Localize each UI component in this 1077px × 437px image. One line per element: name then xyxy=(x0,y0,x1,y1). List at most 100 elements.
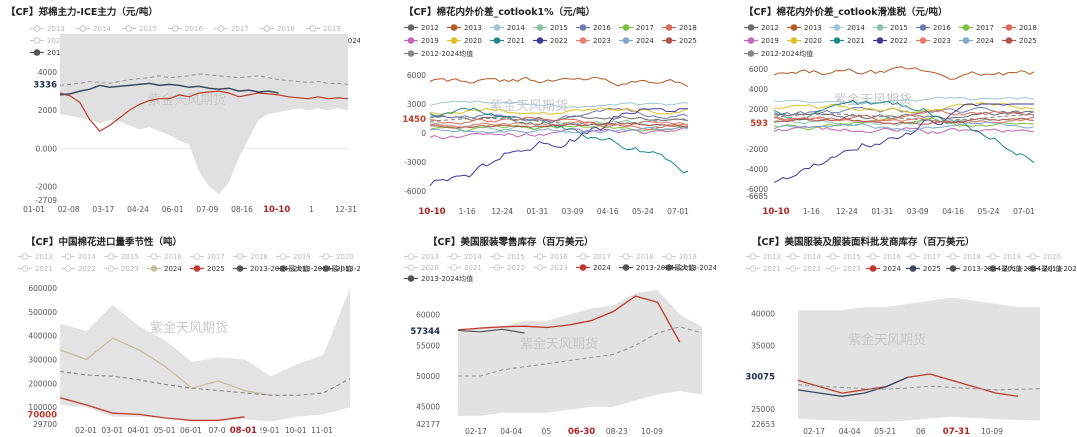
x-tick-label: 08-16 xyxy=(231,205,253,214)
legend-label: 2024 xyxy=(883,265,901,273)
legend-marker xyxy=(64,265,72,272)
legend-marker xyxy=(1029,265,1037,272)
legend-label: 2020 xyxy=(47,37,65,45)
y-tick-label: 300000 xyxy=(28,356,57,365)
legend-label: 2019 xyxy=(293,253,311,261)
series-2024 xyxy=(429,126,689,134)
legend-marker xyxy=(869,265,877,272)
legend-marker xyxy=(989,265,997,272)
x-tick-label: 06-30 xyxy=(568,427,595,437)
legend-label: 2013-2024均值 xyxy=(421,274,473,283)
x-tick-label: 06-01 xyxy=(180,426,202,435)
series-2013 xyxy=(773,66,1035,80)
legend-label: 2015 xyxy=(507,253,525,261)
x-tick-label: 10-10 xyxy=(263,205,290,215)
x-tick-label: 06-01 xyxy=(162,205,184,214)
legend-label: 2021 xyxy=(35,265,53,273)
y-tick-label: 30075 xyxy=(745,373,775,383)
y-tick-label: -6685 xyxy=(746,192,768,201)
legend-marker xyxy=(107,265,115,272)
x-tick-label: 10-10 xyxy=(762,207,789,217)
x-tick-label: 01-31 xyxy=(527,207,549,216)
y-tick-label: 400000 xyxy=(28,332,57,341)
y-tick-label: 57344 xyxy=(410,327,440,337)
series-2022 xyxy=(429,108,688,187)
legend-marker xyxy=(79,25,87,32)
legend-label: 2021 xyxy=(763,265,781,273)
watermark: 紫金天风期货 xyxy=(150,320,228,336)
legend-marker xyxy=(322,265,330,272)
legend-marker xyxy=(876,37,884,44)
legend-marker xyxy=(450,264,458,271)
y-tick-label: 50000 xyxy=(416,372,440,381)
series-2024 xyxy=(59,337,272,396)
legend-label: 2018 xyxy=(1019,24,1037,32)
legend-marker xyxy=(790,24,798,31)
legend-label: 2023 xyxy=(593,37,611,45)
legend-label: 2014 xyxy=(78,253,96,261)
chart-panel-cotlook-sliding: 【CF】棉花内外价差_cotlook滑准税（元/吨） 2012 2013 2014 2… xyxy=(738,0,1077,218)
legend-label: 2018 xyxy=(963,253,981,261)
range-band xyxy=(458,290,702,416)
series-2024 xyxy=(59,90,349,132)
series-2025 xyxy=(797,376,909,397)
legend-label: 2021 xyxy=(847,37,865,45)
legend-marker xyxy=(909,265,917,272)
legend-marker xyxy=(536,264,544,271)
legend-label: 2024 xyxy=(636,37,654,45)
y-tick-label: 22653 xyxy=(751,420,775,429)
series-mean xyxy=(458,326,703,377)
legend-marker xyxy=(989,253,997,260)
legend-marker xyxy=(407,37,415,44)
x-tick-label: 03-09 xyxy=(562,207,584,216)
legend-label: 2024 xyxy=(976,37,994,45)
legend-marker xyxy=(263,25,271,32)
x-tick-label: 05-24 xyxy=(978,207,1000,216)
x-tick-label: 04-04 xyxy=(500,427,522,436)
legend-label: 2018 xyxy=(679,24,697,32)
legend-marker xyxy=(33,25,41,32)
watermark: 紫金天风期货 xyxy=(520,336,598,352)
y-tick-label: 0.000 xyxy=(36,144,58,153)
legend-label: 2025 xyxy=(1019,37,1037,45)
chart-svg: 2013 2014 2015 2016 2017 2018 2019 2020 2021 2022… xyxy=(18,253,360,436)
legend-label: 2017 xyxy=(231,25,249,33)
y-tick-label: -6000 xyxy=(746,185,768,194)
watermark: 紫金天风期货 xyxy=(490,98,568,114)
x-tick-label: 1-16 xyxy=(803,207,820,216)
series-2021 xyxy=(429,107,689,174)
legend-marker xyxy=(33,49,41,56)
legend-marker xyxy=(579,24,587,31)
x-tick-label: 05-21 xyxy=(874,427,896,436)
legend-marker xyxy=(829,253,837,260)
y-tick-label: 25000 xyxy=(751,405,775,414)
legend-marker xyxy=(833,37,841,44)
legend-label: 2020 xyxy=(421,264,439,272)
x-tick-label: 1 xyxy=(309,205,314,214)
series-2019 xyxy=(429,126,689,140)
y-tick-label: 0 xyxy=(421,129,426,138)
legend-marker xyxy=(579,253,587,260)
series-2022 xyxy=(773,103,1034,183)
legend-marker xyxy=(236,253,244,260)
legend-label: 2025 xyxy=(679,37,697,45)
chart-panel-us-wholesale-inventory: 【CF】美国服装及服装面料批发商库存（百万美元） 2013 2014 2015 201… xyxy=(738,228,1077,437)
legend-label: 2019 xyxy=(323,25,341,33)
legend-label: 2016 xyxy=(933,24,951,32)
series-2025 xyxy=(59,82,279,96)
y-tick-label: -2000 xyxy=(746,145,768,154)
legend-label: 2015 xyxy=(890,24,908,32)
series-2012 xyxy=(773,110,1035,120)
x-tick-label: 07-31 xyxy=(943,427,970,437)
x-tick-label: 12-31 xyxy=(335,205,357,214)
y-tick-label: 1450 xyxy=(402,115,426,125)
legend-marker xyxy=(536,24,544,31)
y-tick-label: 4000 xyxy=(38,68,57,77)
series-2014 xyxy=(429,100,689,109)
x-tick-label: 03-09 xyxy=(907,207,929,216)
chart-panel-us-retail-inventory: 【CF】美国服装零售库存（百万美元） 2013 2014 2015 2016 2017 2… xyxy=(398,228,716,437)
legend-label: 2024 xyxy=(164,265,182,273)
series-2024 xyxy=(773,121,1035,133)
x-tick-label: 02-17 xyxy=(465,427,487,436)
legend-marker xyxy=(962,24,970,31)
